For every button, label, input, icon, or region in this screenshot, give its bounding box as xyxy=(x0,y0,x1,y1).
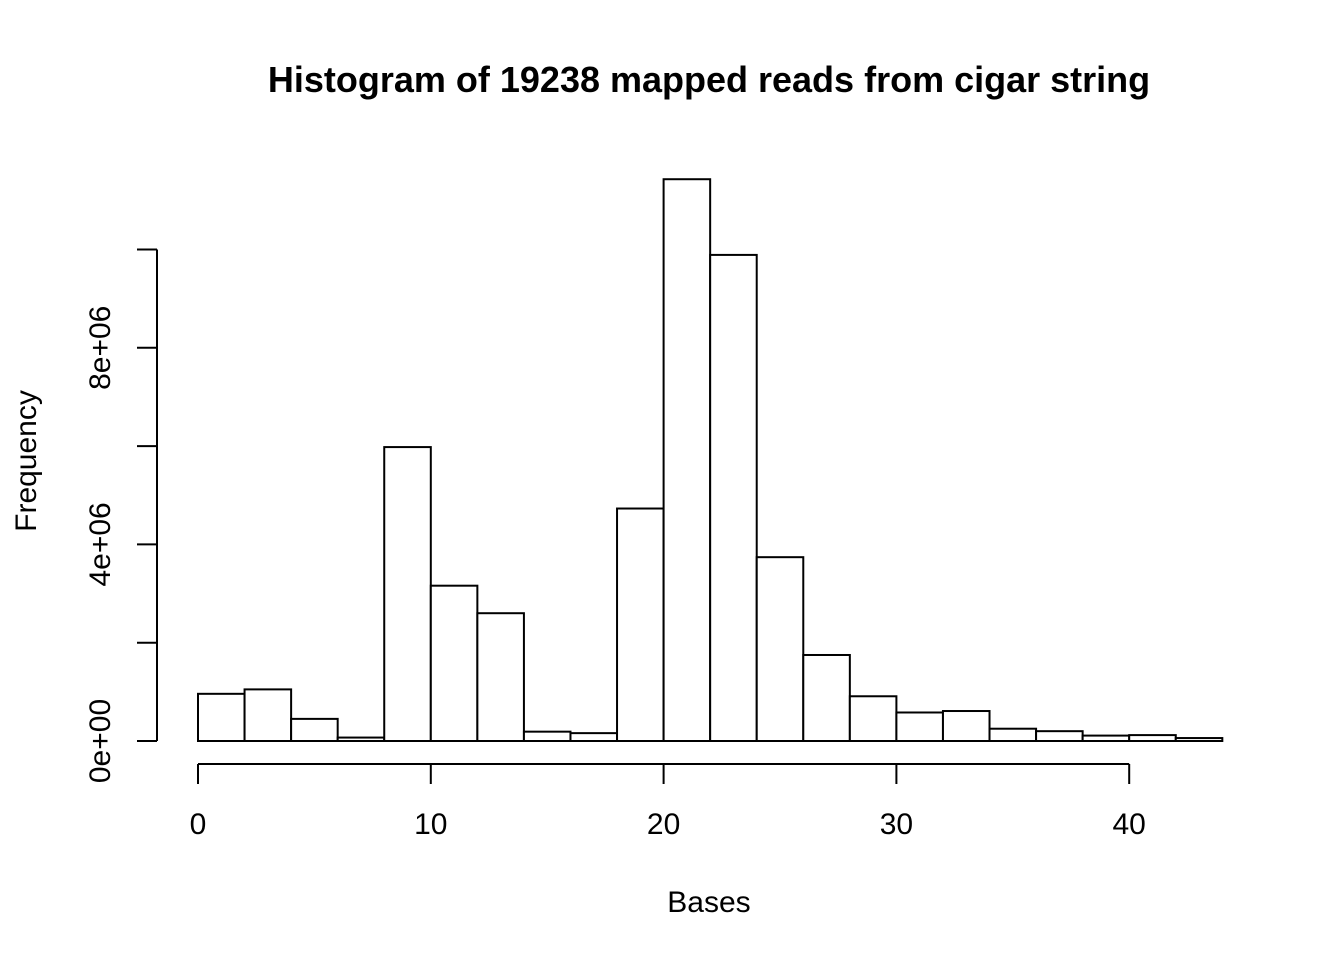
histogram-bar xyxy=(803,655,850,741)
x-axis-label: Bases xyxy=(667,886,750,919)
x-tick-label: 30 xyxy=(880,808,913,841)
histogram-bar xyxy=(1176,738,1223,741)
histogram-bar xyxy=(710,255,757,741)
histogram-bar xyxy=(850,696,897,741)
histogram-bar xyxy=(1036,731,1083,741)
y-tick-label: 0e+00 xyxy=(84,699,117,783)
x-tick-label: 0 xyxy=(190,808,207,841)
x-tick-label: 20 xyxy=(647,808,680,841)
histogram-bar xyxy=(477,613,524,741)
histogram-bar xyxy=(291,719,338,741)
histogram-bar xyxy=(245,689,292,741)
histogram-bar xyxy=(1129,735,1176,741)
histogram-bar xyxy=(431,586,478,741)
histogram-bar xyxy=(757,557,804,741)
histogram-bar xyxy=(990,729,1037,741)
histogram-bar xyxy=(384,447,431,741)
x-tick-label: 10 xyxy=(414,808,447,841)
histogram-bar xyxy=(943,711,990,741)
histogram-bar xyxy=(617,509,664,741)
x-tick-label: 40 xyxy=(1113,808,1146,841)
y-tick-label: 4e+06 xyxy=(84,502,117,586)
histogram-bar xyxy=(524,732,571,741)
y-tick-label: 8e+06 xyxy=(84,306,117,390)
histogram-bar xyxy=(896,712,943,741)
histogram-bar xyxy=(1083,736,1130,741)
histogram-bar xyxy=(198,694,245,741)
chart-title: Histogram of 19238 mapped reads from cig… xyxy=(268,59,1150,100)
histogram-bar xyxy=(664,179,711,741)
y-axis-label: Frequency xyxy=(10,390,43,532)
histogram-bar xyxy=(338,738,385,741)
histogram-bar xyxy=(570,733,617,741)
